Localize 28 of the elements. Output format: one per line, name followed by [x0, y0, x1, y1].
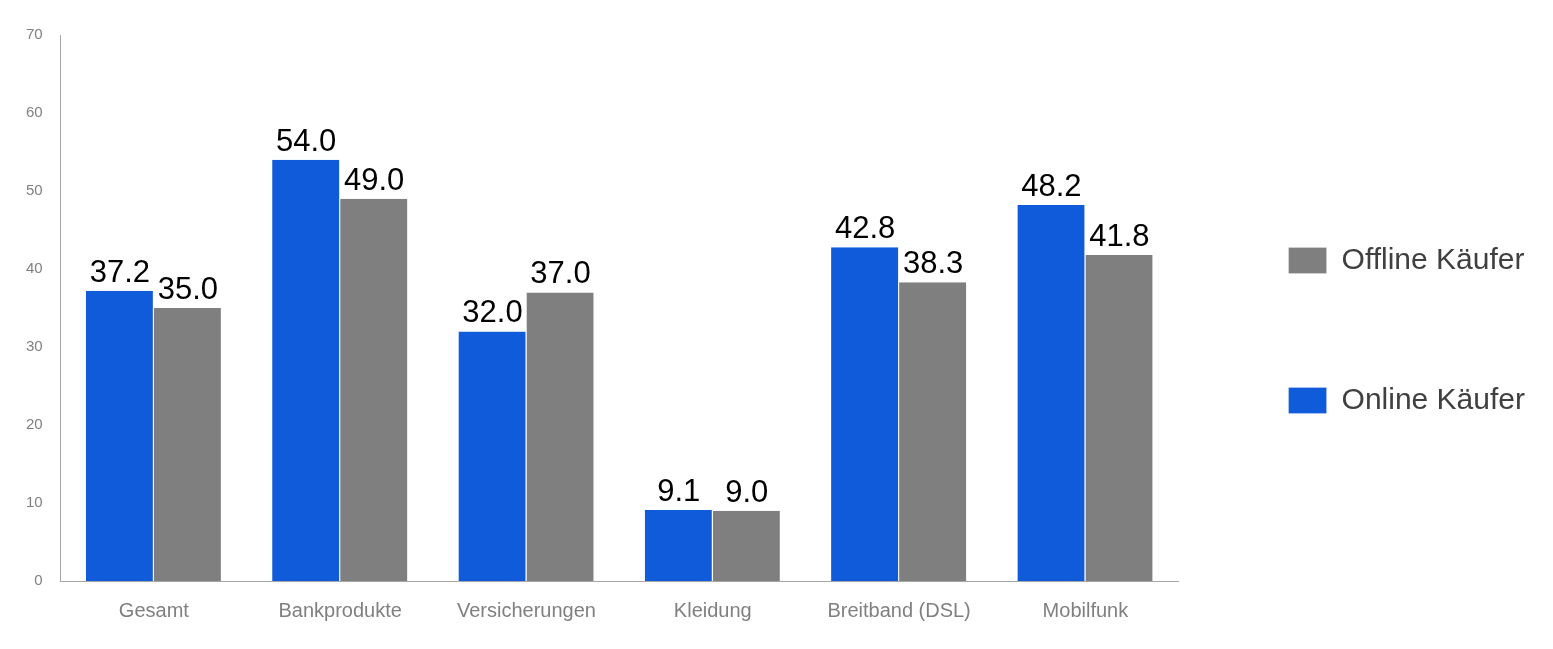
- y-tick-label: 0: [34, 571, 43, 589]
- x-tick-label: Breitband (DSL): [827, 598, 971, 621]
- data-label: 37.2: [89, 253, 151, 289]
- y-tick-label: 60: [26, 103, 43, 121]
- data-label: 42.8: [834, 210, 896, 246]
- data-label: 38.3: [902, 245, 964, 281]
- y-tick-label: 70: [26, 25, 43, 43]
- data-label: 48.2: [1021, 168, 1082, 204]
- data-label: 9.0: [725, 473, 769, 509]
- x-tick-label: Kleidung: [673, 598, 752, 621]
- x-tick-label: Bankprodukte: [278, 598, 402, 621]
- x-tick-label: Mobilfunk: [1042, 598, 1130, 621]
- y-tick-label: 20: [26, 415, 43, 433]
- data-label: 41.8: [1089, 218, 1150, 254]
- data-label: 32.0: [462, 294, 523, 330]
- legend-label: Offline Käufer: [1341, 241, 1525, 275]
- y-tick-label: 40: [26, 259, 43, 277]
- y-tick-label: 50: [26, 181, 43, 199]
- data-label: 37.0: [530, 255, 591, 291]
- x-tick-label: Gesamt: [118, 598, 190, 621]
- data-label: 35.0: [157, 271, 219, 307]
- data-label: 9.1: [657, 473, 701, 509]
- y-tick-label: 30: [26, 337, 43, 355]
- data-label: 49.0: [343, 161, 405, 197]
- y-tick-label: 10: [26, 493, 43, 511]
- data-label: 54.0: [275, 122, 337, 158]
- x-tick-label: Versicherungen: [456, 598, 596, 621]
- legend-label: Online Käufer: [1341, 381, 1526, 415]
